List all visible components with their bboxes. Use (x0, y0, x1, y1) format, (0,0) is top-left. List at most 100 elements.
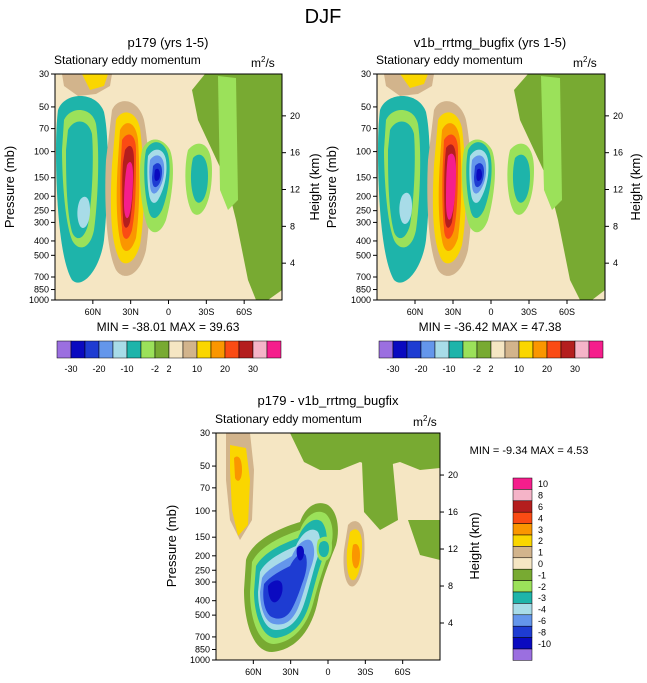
y-tick-label: 300 (356, 217, 371, 227)
y-tick-label: 700 (34, 272, 49, 282)
colorbar-swatch (532, 340, 548, 359)
contour-field (216, 433, 440, 660)
x-tick-label: 30N (122, 307, 139, 317)
contour-green-mid (362, 455, 398, 530)
colorbar-swatch (98, 340, 114, 359)
y-tick-label: 70 (39, 124, 49, 134)
x-tick-label: 30S (198, 307, 214, 317)
y2-tick-label: 8 (448, 581, 453, 591)
colorbar-label: -30 (386, 364, 399, 374)
y-tick-label: 200 (195, 551, 210, 561)
x-axis: 60N 30N 0 30S 60S (245, 660, 411, 677)
contour-field (377, 74, 605, 300)
x-tick-label: 60S (236, 307, 252, 317)
colorbar-swatch (448, 340, 464, 359)
y-tick-label: 400 (34, 236, 49, 246)
colorbar-label: 3 (538, 525, 543, 535)
colorbar: -30 -20 -10 -2 2 10 20 30 (378, 340, 604, 374)
y2-tick-label: 12 (613, 185, 623, 195)
stats-line: MIN = -38.01 MAX = 39.63 (97, 320, 240, 334)
colorbar-label: -10 (538, 639, 551, 649)
colorbar-label: 2 (166, 364, 171, 374)
y-tick-label: 150 (356, 173, 371, 183)
panel-units: m2/s (573, 55, 597, 70)
colorbar-swatch (462, 340, 478, 359)
colorbar-label: -2 (538, 582, 546, 592)
colorbar-label: 8 (538, 491, 543, 501)
x-tick-label: 30N (282, 667, 299, 677)
y-tick-label: 70 (361, 124, 371, 134)
colorbar-swatch (266, 340, 282, 359)
colorbar-swatch (512, 614, 533, 627)
colorbar-label: -2 (473, 364, 481, 374)
x-tick-label: 0 (488, 307, 493, 317)
colorbar-swatch (84, 340, 100, 359)
y2-tick-label: 20 (613, 111, 623, 121)
colorbar-swatch (512, 523, 533, 536)
panel-v1b-rrtmg-bugfix: v1b_rrtmg_bugfix (yrs 1-5) Stationary ed… (324, 35, 643, 374)
colorbar-swatch (512, 637, 533, 650)
figure-title: DJF (305, 6, 342, 28)
panel-p179: p179 (yrs 1-5) Stationary eddy momentum … (2, 35, 322, 374)
colorbar-swatch (512, 489, 533, 502)
y-tick-label: 300 (34, 217, 49, 227)
panel-difference: p179 - v1b_rrtmg_bugfix Stationary eddy … (164, 393, 588, 677)
colorbar-label: -6 (538, 616, 546, 626)
y2-tick-label: 8 (290, 221, 295, 231)
y-tick-label: 200 (356, 191, 371, 201)
y2-tick-label: 16 (290, 148, 300, 158)
colorbar-swatch (512, 511, 533, 524)
y2-tick-label: 20 (448, 470, 458, 480)
y-tick-label: 100 (34, 147, 49, 157)
contour-magenta-30n (446, 153, 456, 220)
contour-sh-lightgreen (218, 76, 238, 210)
colorbar-swatch (518, 340, 534, 359)
y-tick-label: 700 (195, 632, 210, 642)
y-tick-label: 1000 (190, 655, 210, 665)
y-axis-right: 4 8 12 16 20 (605, 111, 623, 268)
x-tick-label: 30S (521, 307, 537, 317)
y2-axis-label: Height (km) (307, 153, 322, 220)
contour-yellow-top (82, 74, 108, 90)
y-tick-label: 850 (195, 644, 210, 654)
colorbar-label: 20 (542, 364, 552, 374)
panel-subtitle: Stationary eddy momentum (54, 53, 201, 67)
contour-magenta-30n (124, 161, 133, 219)
colorbar-swatch (420, 340, 436, 359)
colorbar-swatch (512, 625, 533, 638)
y-axis-right: 4 8 12 16 20 (282, 111, 300, 268)
x-tick-label: 0 (325, 667, 330, 677)
contour-teal-eq (318, 540, 329, 558)
colorbar-swatch (512, 580, 533, 593)
colorbar-label: -1 (538, 570, 546, 580)
y-tick-label: 50 (361, 102, 371, 112)
contour-orange-30s (351, 544, 360, 569)
contour-teal-30s (190, 154, 208, 203)
y-axis-label: Pressure (mb) (164, 505, 179, 587)
contour-field (55, 74, 282, 300)
colorbar-swatch (70, 340, 86, 359)
y2-axis-label: Height (km) (628, 153, 643, 220)
x-tick-label: 60N (85, 307, 102, 317)
y-tick-label: 700 (356, 272, 371, 282)
y2-axis-label: Height (km) (467, 512, 482, 579)
contour-green-top (290, 433, 440, 470)
colorbar-swatch (512, 568, 533, 581)
colorbar-swatch (378, 340, 394, 359)
colorbar-label: 4 (538, 513, 543, 523)
panel-title: p179 (yrs 1-5) (128, 35, 209, 50)
y-tick-label: 1000 (351, 295, 371, 305)
colorbar-swatch (512, 534, 533, 547)
colorbar-swatch (588, 340, 604, 359)
x-axis: 60N 30N 0 30S 60S (407, 300, 575, 317)
contour-lightblue-60n (77, 196, 90, 229)
colorbar-label: 30 (570, 364, 580, 374)
y-tick-label: 200 (34, 191, 49, 201)
y2-tick-label: 20 (290, 111, 300, 121)
colorbar-label: -10 (442, 364, 455, 374)
contour-navy-eq (476, 168, 482, 181)
colorbar-swatch (238, 340, 254, 359)
colorbar-swatch (196, 340, 212, 359)
